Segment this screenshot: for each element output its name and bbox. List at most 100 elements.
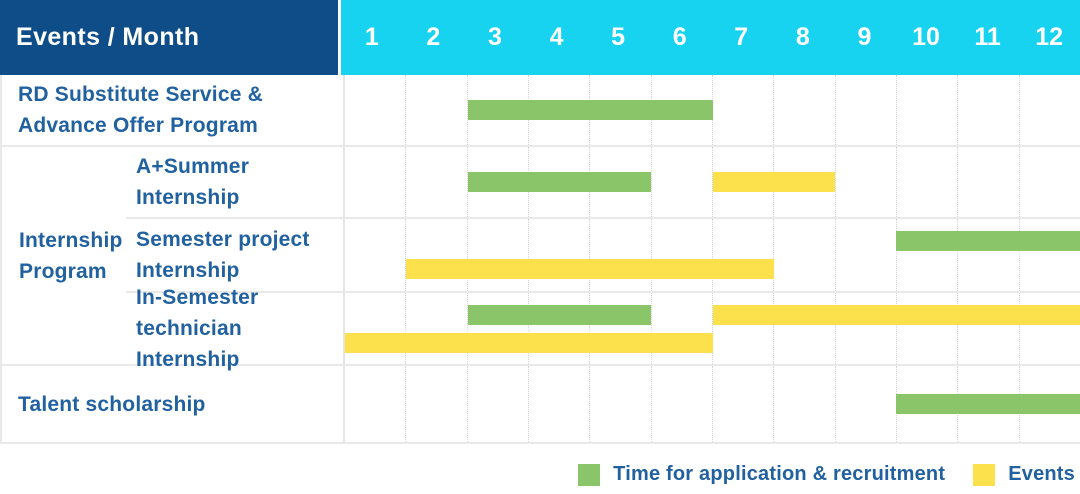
group-label-line: Program — [19, 259, 107, 283]
month-gridline-col — [1018, 219, 1080, 291]
month-gridline-col — [1018, 147, 1080, 217]
month-gridline-col — [650, 366, 712, 442]
chart-row-4 — [343, 293, 1080, 366]
bar-lines — [345, 219, 1080, 291]
bar-line — [345, 332, 1080, 353]
yellow-bar — [712, 304, 1080, 325]
month-gridline-col — [589, 219, 650, 291]
month-header-12: 12 — [1035, 23, 1064, 51]
group-label-internship-program: Internship Program — [2, 147, 126, 366]
month-gridline-col — [527, 293, 589, 364]
legend-label: Events — [1008, 463, 1075, 485]
group-label-line: Internship — [19, 228, 123, 252]
month-gridline-col — [957, 219, 1018, 291]
chart-row-3 — [343, 219, 1080, 293]
month-gridlines — [345, 219, 1080, 291]
green-bar — [896, 231, 1080, 251]
sub-row-label-2: A+Summer Internship — [126, 147, 343, 219]
month-gridline-col — [1018, 293, 1080, 364]
month-header-2: 2 — [426, 23, 441, 51]
month-gridline-col — [834, 219, 896, 291]
month-gridlines — [345, 293, 1080, 364]
yellow-bar — [712, 172, 835, 192]
green-bar — [467, 100, 713, 120]
month-header-3: 3 — [487, 23, 502, 51]
month-header-9: 9 — [857, 23, 872, 51]
month-gridline-col — [650, 293, 712, 364]
month-gridline-col — [1018, 75, 1080, 145]
row-label-line: Talent scholarship — [18, 392, 206, 416]
gantt-schedule-table: Events / Month 1 2 3 4 5 6 7 8 9 10 11 12 RD Substi… — [0, 0, 1080, 444]
bar-line — [345, 304, 1080, 325]
month-header-11: 11 — [974, 23, 1001, 51]
bar-line — [345, 172, 1080, 192]
month-gridline-col — [895, 219, 957, 291]
month-gridline-col — [466, 366, 528, 442]
month-gridline-col — [773, 75, 834, 145]
month-gridline-col — [466, 293, 528, 364]
month-gridline-col — [405, 219, 466, 291]
yellow-swatch-icon — [973, 463, 996, 486]
month-gridline-col — [466, 75, 528, 145]
bar-lines — [345, 75, 1080, 145]
month-gridline-col — [834, 75, 896, 145]
month-gridline-col — [773, 219, 834, 291]
sub-row-label-line: In-Semester — [136, 286, 259, 309]
month-gridline-col — [895, 75, 957, 145]
month-header-4: 4 — [549, 23, 564, 51]
sub-row-label-line: Semester project — [136, 228, 310, 251]
bar-line — [345, 100, 1080, 120]
sub-row-label-line: technician Internship — [136, 317, 242, 371]
month-gridline-col — [895, 147, 957, 217]
sub-row-label-line: Internship — [136, 259, 240, 282]
row-label-1: RD Substitute Service & Advance Offer Pro… — [2, 75, 343, 147]
bar-line — [345, 259, 1080, 279]
month-gridline-col — [527, 219, 589, 291]
month-gridline-col — [957, 147, 1018, 217]
bar-line — [345, 394, 1080, 414]
month-gridline-col — [895, 293, 957, 364]
month-gridline-col — [711, 147, 773, 217]
legend-item-application: Time for application & recruitment — [578, 463, 945, 486]
sub-row-label-4: In-Semester technician Internship — [126, 286, 343, 371]
row-label-line: RD Substitute Service & — [18, 83, 263, 106]
month-gridline-col — [957, 293, 1018, 364]
month-gridline-col — [405, 366, 466, 442]
month-header-8: 8 — [795, 23, 810, 51]
row-label-5: Talent scholarship — [2, 366, 343, 444]
legend-item-events: Events — [973, 463, 1075, 486]
month-gridline-col — [650, 219, 712, 291]
month-gridline-col — [527, 366, 589, 442]
sub-row-label-line: Internship — [136, 186, 240, 209]
month-gridline-col — [405, 293, 466, 364]
month-header-row: 1 2 3 4 5 6 7 8 9 10 11 12 — [341, 0, 1080, 75]
green-bar — [467, 172, 652, 192]
bar-line — [345, 231, 1080, 251]
month-gridline-col — [589, 293, 650, 364]
table-header-row: Events / Month 1 2 3 4 5 6 7 8 9 10 11 12 — [0, 0, 1080, 75]
month-gridline-col — [957, 75, 1018, 145]
month-header-7: 7 — [734, 23, 749, 51]
month-gridline-col — [589, 366, 650, 442]
yellow-bar — [406, 259, 774, 279]
month-gridline-col — [466, 147, 528, 217]
sub-row-label-3: Semester project Internship — [126, 219, 343, 293]
yellow-bar — [345, 332, 713, 353]
month-gridline-col — [773, 366, 834, 442]
bar-lines — [345, 293, 1080, 364]
month-header-5: 5 — [611, 23, 626, 51]
legend: Time for application & recruitment Event… — [0, 463, 1080, 486]
month-gridline-col — [834, 147, 896, 217]
sub-row-label-line: A+Summer — [136, 155, 250, 178]
month-header-10: 10 — [912, 23, 940, 51]
month-gridline-col — [834, 366, 896, 442]
month-gridline-col — [773, 293, 834, 364]
month-gridline-col — [405, 75, 466, 145]
chart-row-1 — [343, 75, 1080, 147]
row-label-line: Advance Offer Program — [18, 114, 258, 137]
month-gridline-col — [405, 147, 466, 217]
green-swatch-icon — [578, 463, 601, 486]
month-gridline-col — [711, 219, 773, 291]
month-gridline-col — [834, 293, 896, 364]
bar-lines — [345, 366, 1080, 442]
